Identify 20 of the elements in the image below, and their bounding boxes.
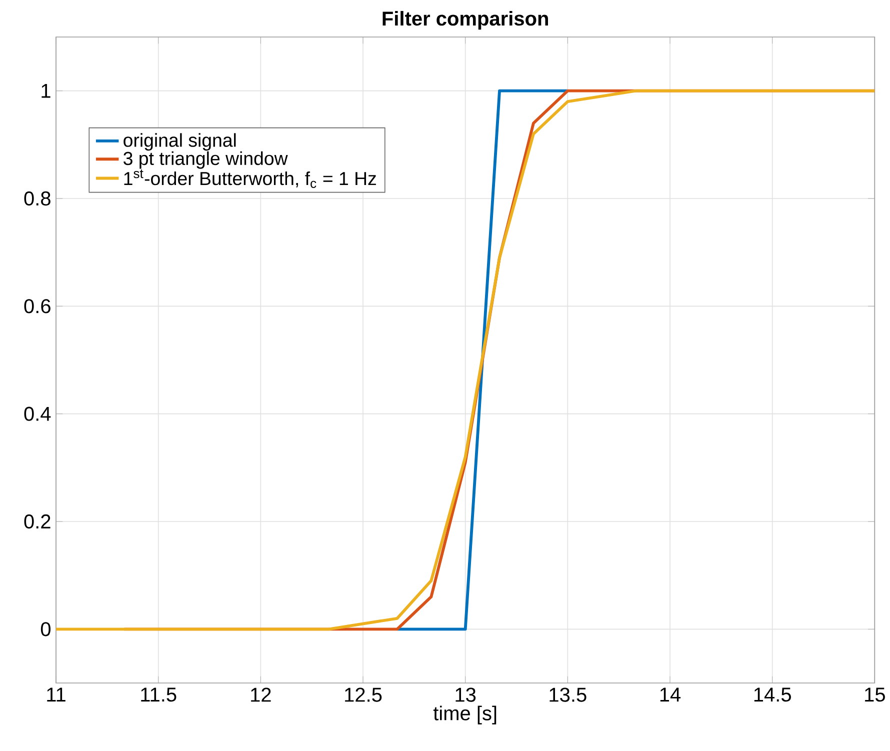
y-tick-label: 0 [40, 622, 50, 636]
legend-label: original signal [124, 133, 236, 151]
x-tick-label: 15 [865, 688, 885, 702]
x-tick-label: 13 [456, 688, 476, 702]
x-tick-label: 12 [251, 688, 271, 702]
x-tick-label: 11 [47, 688, 66, 702]
y-tick-label: 1 [42, 84, 50, 98]
x-tick-label: 12.5 [345, 688, 382, 702]
x-tick-label: 11.5 [141, 688, 176, 702]
chart-title: Filter comparison [382, 10, 548, 30]
y-tick-label: 0.4 [24, 406, 51, 421]
x-tick-label: 14.5 [754, 688, 791, 702]
legend-label: 3 pt triangle window [124, 151, 288, 169]
y-tick-label: 0.8 [24, 191, 50, 206]
x-axis-title: time [s] [433, 706, 496, 724]
legend-label: 1$^{st}$-order Butterworth, f$_{c}$ = 1 Hz [124, 170, 376, 188]
y-tick-label: 0.6 [24, 299, 50, 314]
y-tick-label: 0.2 [24, 514, 50, 529]
x-tick-label: 14 [660, 688, 681, 702]
x-tick-label: 13.5 [550, 688, 586, 702]
